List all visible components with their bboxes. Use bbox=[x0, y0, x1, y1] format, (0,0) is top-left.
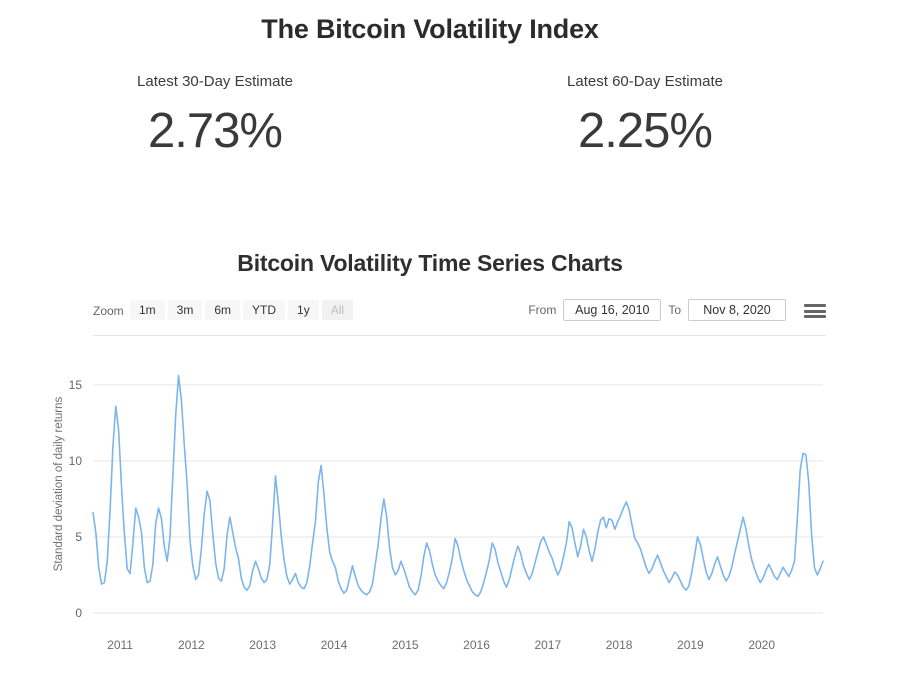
from-date-input[interactable]: Aug 16, 2010 bbox=[563, 299, 662, 321]
range-buttons-group: 1m 3m 6m YTD 1y All bbox=[130, 300, 354, 320]
y-tick-label: 5 bbox=[75, 529, 82, 544]
range-button-ytd[interactable]: YTD bbox=[243, 300, 286, 320]
x-tick-label: 2012 bbox=[178, 638, 205, 652]
estimate-card-60day: Latest 60-Day Estimate 2.25% bbox=[430, 72, 860, 160]
range-date-inputs: From Aug 16, 2010 To Nov 8, 2020 bbox=[528, 299, 786, 321]
hamburger-bar bbox=[804, 309, 826, 313]
x-tick-label: 2018 bbox=[605, 638, 633, 652]
x-tick-label: 2017 bbox=[534, 638, 562, 652]
x-tick-label: 2015 bbox=[391, 638, 419, 652]
volatility-chart: Zoom 1m 3m 6m YTD 1y All From Aug 16, 2010 To… bbox=[36, 293, 826, 668]
x-tick-label: 2014 bbox=[320, 638, 348, 652]
estimates-row: Latest 30-Day Estimate 2.73% Latest 60-D… bbox=[0, 72, 860, 160]
toolbar-divider bbox=[93, 335, 826, 336]
hamburger-bar bbox=[804, 304, 826, 307]
x-tick-label: 2011 bbox=[107, 638, 133, 652]
hamburger-menu-icon[interactable] bbox=[804, 302, 826, 320]
series-line bbox=[92, 374, 824, 598]
range-button-6m[interactable]: 6m bbox=[205, 300, 241, 320]
zoom-label: Zoom bbox=[93, 304, 124, 318]
hamburger-bar bbox=[804, 315, 826, 318]
chart-section-title: Bitcoin Volatility Time Series Charts bbox=[237, 250, 623, 276]
estimate-label-60day: Latest 60-Day Estimate bbox=[567, 73, 723, 90]
y-tick-label: 10 bbox=[68, 453, 82, 468]
range-button-3m[interactable]: 3m bbox=[167, 300, 203, 320]
y-tick-label: 0 bbox=[75, 606, 82, 620]
range-selector: Zoom 1m 3m 6m YTD 1y All From Aug 16, 2010 To… bbox=[93, 298, 826, 328]
range-button-1m[interactable]: 1m bbox=[130, 300, 165, 320]
x-tick-label: 2013 bbox=[249, 638, 276, 652]
estimate-label-30day: Latest 30-Day Estimate bbox=[137, 73, 293, 90]
range-button-1y[interactable]: 1y bbox=[288, 300, 319, 320]
x-tick-label: 2019 bbox=[677, 638, 704, 652]
range-button-all[interactable]: All bbox=[321, 300, 354, 320]
page-title: The Bitcoin Volatility Index bbox=[261, 14, 599, 44]
x-tick-label: 2016 bbox=[463, 638, 490, 652]
estimate-value-30day: 2.73% bbox=[148, 104, 283, 158]
volatility-line-series bbox=[92, 374, 824, 614]
to-date-input[interactable]: Nov 8, 2020 bbox=[688, 299, 786, 321]
to-label: To bbox=[668, 303, 681, 317]
y-tick-label: 15 bbox=[68, 377, 82, 392]
from-label: From bbox=[528, 303, 557, 317]
estimate-card-30day: Latest 30-Day Estimate 2.73% bbox=[0, 72, 430, 160]
plot-area: Standard deviation of daily returns 0 5 10… bbox=[36, 348, 826, 668]
estimate-value-60day: 2.25% bbox=[578, 104, 713, 158]
x-tick-label: 2020 bbox=[748, 638, 776, 652]
